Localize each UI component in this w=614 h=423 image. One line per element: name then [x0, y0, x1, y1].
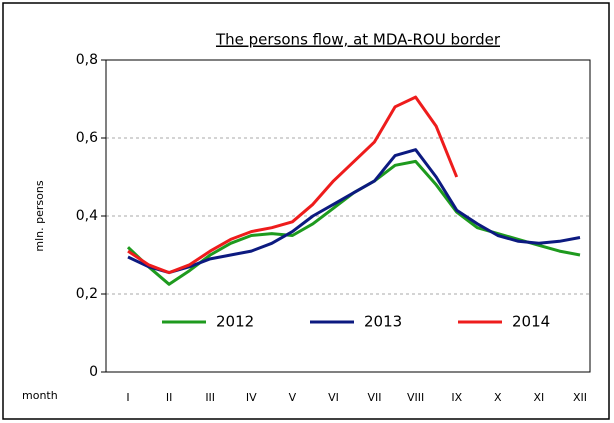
legend-label: 2014: [512, 313, 550, 331]
x-axis-label: month: [22, 389, 58, 402]
x-tick-label: III: [205, 391, 215, 404]
x-tick-label: X: [494, 391, 502, 404]
x-tick-label: IV: [246, 391, 257, 404]
chart-title: The persons flow, at MDA-ROU border: [215, 31, 501, 49]
x-tick-label: XI: [534, 391, 545, 404]
x-tick-label: VII: [368, 391, 382, 404]
series-line: [127, 95, 459, 275]
x-tick-label: XII: [573, 391, 587, 404]
x-tick-label: II: [166, 391, 173, 404]
y-tick-label: 0,6: [76, 130, 98, 146]
outer-frame: [2, 2, 610, 420]
y-tick-label: 0,4: [76, 208, 98, 224]
y-tick-label: 0: [89, 364, 98, 380]
y-tick-label: 0,8: [76, 52, 98, 68]
plot-frame: [105, 59, 591, 373]
y-tick-label: 0,2: [76, 286, 98, 302]
x-tick-label: I: [126, 391, 129, 404]
x-tick-label: IX: [451, 391, 462, 404]
y-axis-label: mln. persons: [33, 180, 46, 251]
series-line: [127, 148, 581, 275]
legend-label: 2012: [216, 313, 254, 331]
x-tick-label: V: [289, 391, 297, 404]
x-tick-label: VI: [328, 391, 339, 404]
x-tick-label: VIII: [407, 391, 424, 404]
legend-label: 2013: [364, 313, 402, 331]
